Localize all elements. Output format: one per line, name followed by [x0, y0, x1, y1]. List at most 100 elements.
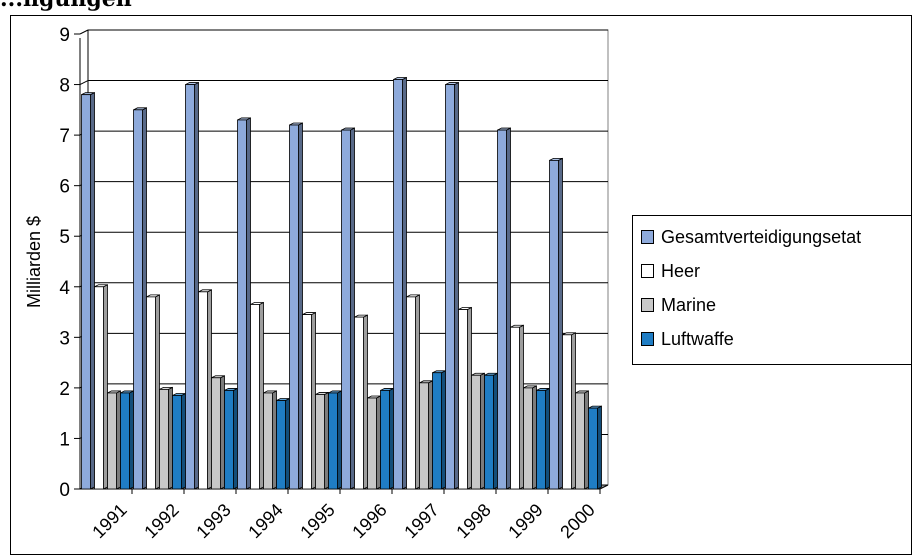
bar-luftwaffe — [121, 391, 134, 489]
bar-front — [368, 398, 377, 489]
bar-luftwaffe — [433, 371, 446, 489]
bar-front — [407, 297, 416, 489]
bar-luftwaffe — [277, 399, 290, 489]
y-tick-label: 8 — [59, 76, 70, 97]
bar-side — [546, 388, 550, 489]
bar-front — [225, 390, 234, 489]
bar-front — [524, 388, 533, 489]
bar-heer — [251, 302, 264, 489]
y-tick-label: 2 — [59, 379, 70, 400]
bar-front — [303, 315, 312, 489]
bar-front — [511, 327, 520, 489]
bar-marine — [316, 392, 329, 489]
bar-front — [238, 120, 247, 489]
bar-heer — [459, 308, 472, 489]
bar-side — [429, 381, 433, 489]
bar-side — [468, 308, 472, 489]
bar-marine — [472, 373, 485, 489]
bar-heer — [303, 313, 316, 489]
legend-item-marine: Marine — [641, 288, 911, 322]
bar-gesamtverteidigungsetat — [550, 158, 563, 489]
gridline-side — [80, 30, 88, 34]
bar-side — [585, 391, 589, 489]
bar-front — [550, 160, 559, 489]
bar-side — [156, 295, 160, 489]
bar-luftwaffe — [329, 391, 342, 489]
legend-item-heer: Heer — [641, 254, 911, 288]
bar-side — [273, 391, 277, 489]
bar-front — [290, 125, 299, 489]
bar-front — [251, 304, 260, 489]
bar-side — [598, 406, 602, 489]
bar-side — [494, 373, 498, 489]
bar-side — [416, 295, 420, 489]
bar-gesamtverteidigungsetat — [238, 118, 251, 489]
bar-front — [472, 375, 481, 489]
bar-front — [121, 393, 130, 489]
bar-side — [377, 396, 381, 489]
x-tick-label: 2000 — [556, 500, 598, 542]
bar-luftwaffe — [225, 388, 238, 489]
x-tick-label: 1992 — [140, 500, 182, 542]
bar-luftwaffe — [589, 406, 602, 489]
bar-front — [95, 287, 104, 489]
bar-heer — [563, 333, 576, 489]
bar-front — [342, 130, 351, 489]
bar-side — [364, 315, 368, 489]
bar-front — [576, 393, 585, 489]
x-tick-label: 1998 — [452, 500, 494, 542]
bar-gesamtverteidigungsetat — [446, 83, 459, 489]
bar-marine — [576, 391, 589, 489]
bar-side — [286, 399, 290, 489]
legend: Gesamtverteidigungsetat Heer Marine Luft… — [632, 215, 912, 365]
bar-side — [104, 285, 108, 489]
bar-front — [446, 85, 455, 489]
bar-front — [433, 373, 442, 489]
bar-front — [199, 292, 208, 489]
bar-front — [316, 394, 325, 489]
bar-front — [160, 389, 169, 489]
y-tick-label: 5 — [59, 227, 70, 248]
bar-front — [173, 395, 182, 489]
bar-side — [559, 158, 563, 489]
bar-side — [572, 333, 576, 489]
bar-front — [498, 130, 507, 489]
bar-marine — [160, 387, 173, 489]
x-tick-label: 1993 — [192, 500, 234, 542]
y-tick-label: 4 — [59, 278, 70, 299]
bar-side — [195, 83, 199, 489]
bar-front — [108, 393, 117, 489]
bar-side — [130, 391, 134, 489]
bar-side — [520, 325, 524, 489]
bar-side — [507, 128, 511, 489]
bar-side — [442, 371, 446, 489]
bar-marine — [212, 376, 225, 489]
gridline-side — [80, 81, 88, 85]
y-tick-label: 7 — [59, 126, 70, 147]
legend-item-gesamtverteidigungsetat: Gesamtverteidigungsetat — [641, 220, 911, 254]
x-tick-label: 1996 — [348, 500, 390, 542]
bar-side — [221, 376, 225, 489]
legend-label: Heer — [661, 261, 700, 282]
x-tick-label: 1997 — [400, 500, 442, 542]
bar-side — [312, 313, 316, 489]
bar-gesamtverteidigungsetat — [290, 123, 303, 489]
bar-gesamtverteidigungsetat — [134, 108, 147, 489]
bar-front — [420, 383, 429, 489]
bar-side — [325, 392, 329, 489]
y-tick-label: 3 — [59, 328, 70, 349]
bar-front — [459, 310, 468, 489]
bar-side — [260, 302, 264, 489]
bar-gesamtverteidigungsetat — [394, 78, 407, 490]
bar-marine — [108, 391, 121, 489]
legend-label: Luftwaffe — [661, 329, 734, 350]
y-tick-label: 9 — [59, 25, 70, 46]
bar-heer — [199, 290, 212, 489]
bar-front — [589, 408, 598, 489]
bar-front — [82, 95, 91, 489]
bar-front — [147, 297, 156, 489]
bar-side — [247, 118, 251, 489]
bar-front — [537, 390, 546, 489]
y-tick-label: 0 — [59, 480, 70, 501]
bar-side — [143, 108, 147, 489]
